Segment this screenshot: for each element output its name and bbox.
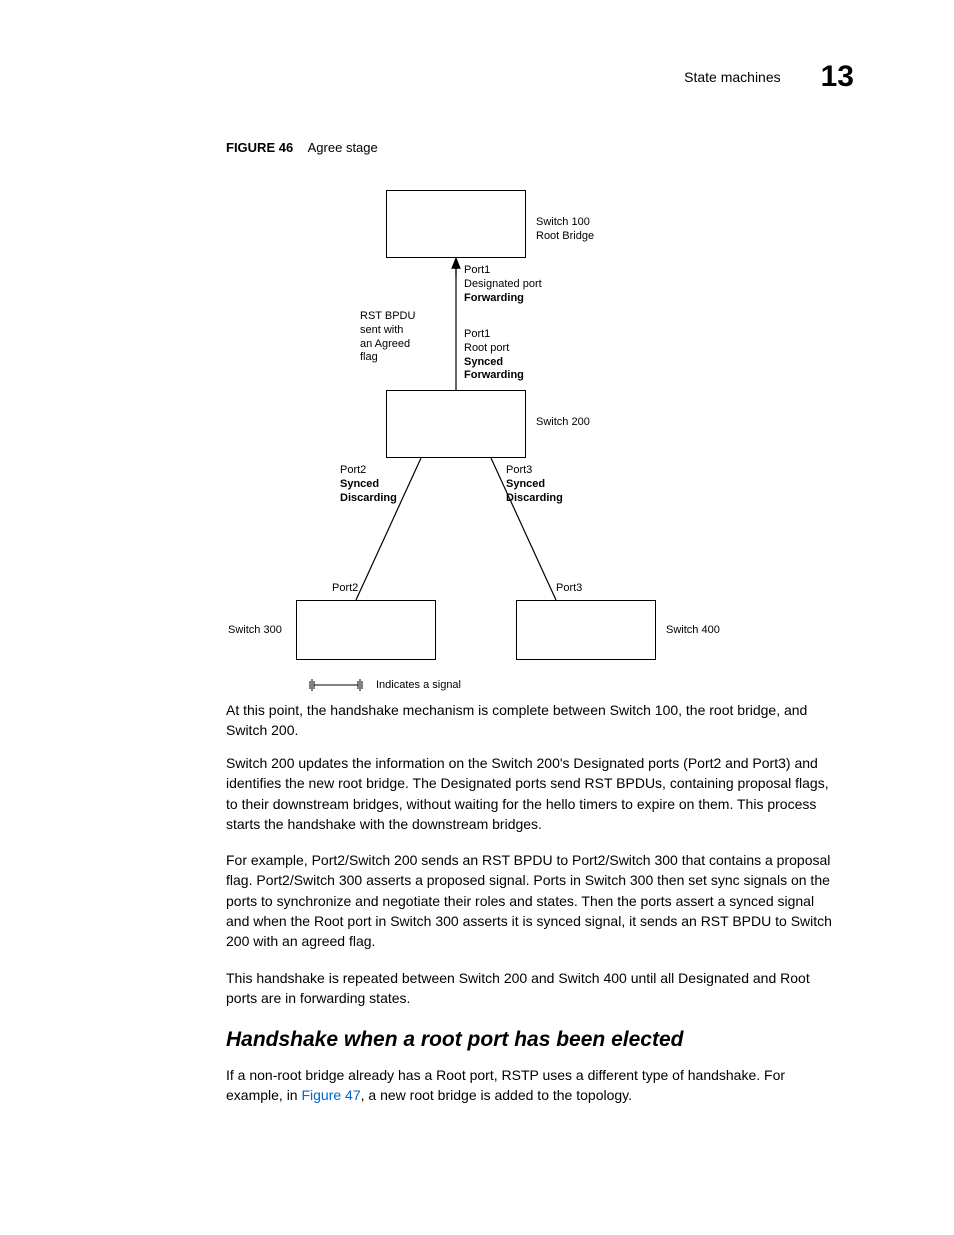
switch-100-box [386,190,526,258]
rst-bpdu-annot: RST BPDUsent withan Agreedflag [360,310,415,365]
paragraph-4: This handshake is repeated between Switc… [226,968,834,1009]
switch-300-label: Switch 300 [228,624,282,638]
figure-47-link[interactable]: Figure 47 [301,1087,360,1103]
figure-caption: FIGURE 46 Agree stage [226,140,378,155]
paragraph-5: If a non-root bridge already has a Root … [226,1065,834,1106]
document-page: State machines 13 FIGURE 46 Agree stage … [0,0,954,1235]
paragraph-1: At this point, the handshake mechanism i… [226,700,834,741]
figure-diagram: Switch 100Root Bridge Switch 200 Switch … [226,180,746,700]
switch-200-box [386,390,526,458]
switch-200-port3-annot: Port3SyncedDiscarding [506,464,563,505]
switch-400-box [516,600,656,660]
figure-number: FIGURE 46 [226,140,293,155]
switch-300-box [296,600,436,660]
paragraph-3: For example, Port2/Switch 200 sends an R… [226,850,834,951]
p5-post: , a new root bridge is added to the topo… [361,1087,632,1103]
running-header: State machines 13 [684,60,854,94]
diagram-legend: Indicates a signal [306,678,461,692]
subheading: Handshake when a root port has been elec… [226,1028,683,1052]
switch-100-port1-annot: Port1Designated portForwarding [464,264,542,305]
figure-title: Agree stage [308,140,378,155]
switch-200-label: Switch 200 [536,416,590,430]
section-name: State machines [684,69,781,85]
switch-200-port2-annot: Port2SyncedDiscarding [340,464,397,505]
switch-400-port3-annot: Port3 [556,582,582,596]
legend-text: Indicates a signal [376,679,461,691]
switch-400-label: Switch 400 [666,624,720,638]
paragraph-2: Switch 200 updates the information on th… [226,753,834,834]
switch-300-port2-annot: Port2 [332,582,358,596]
switch-100-label: Switch 100Root Bridge [536,216,594,244]
switch-200-port1-annot: Port1Root portSyncedForwarding [464,328,524,383]
chapter-number: 13 [821,60,854,94]
signal-icon [306,678,366,692]
